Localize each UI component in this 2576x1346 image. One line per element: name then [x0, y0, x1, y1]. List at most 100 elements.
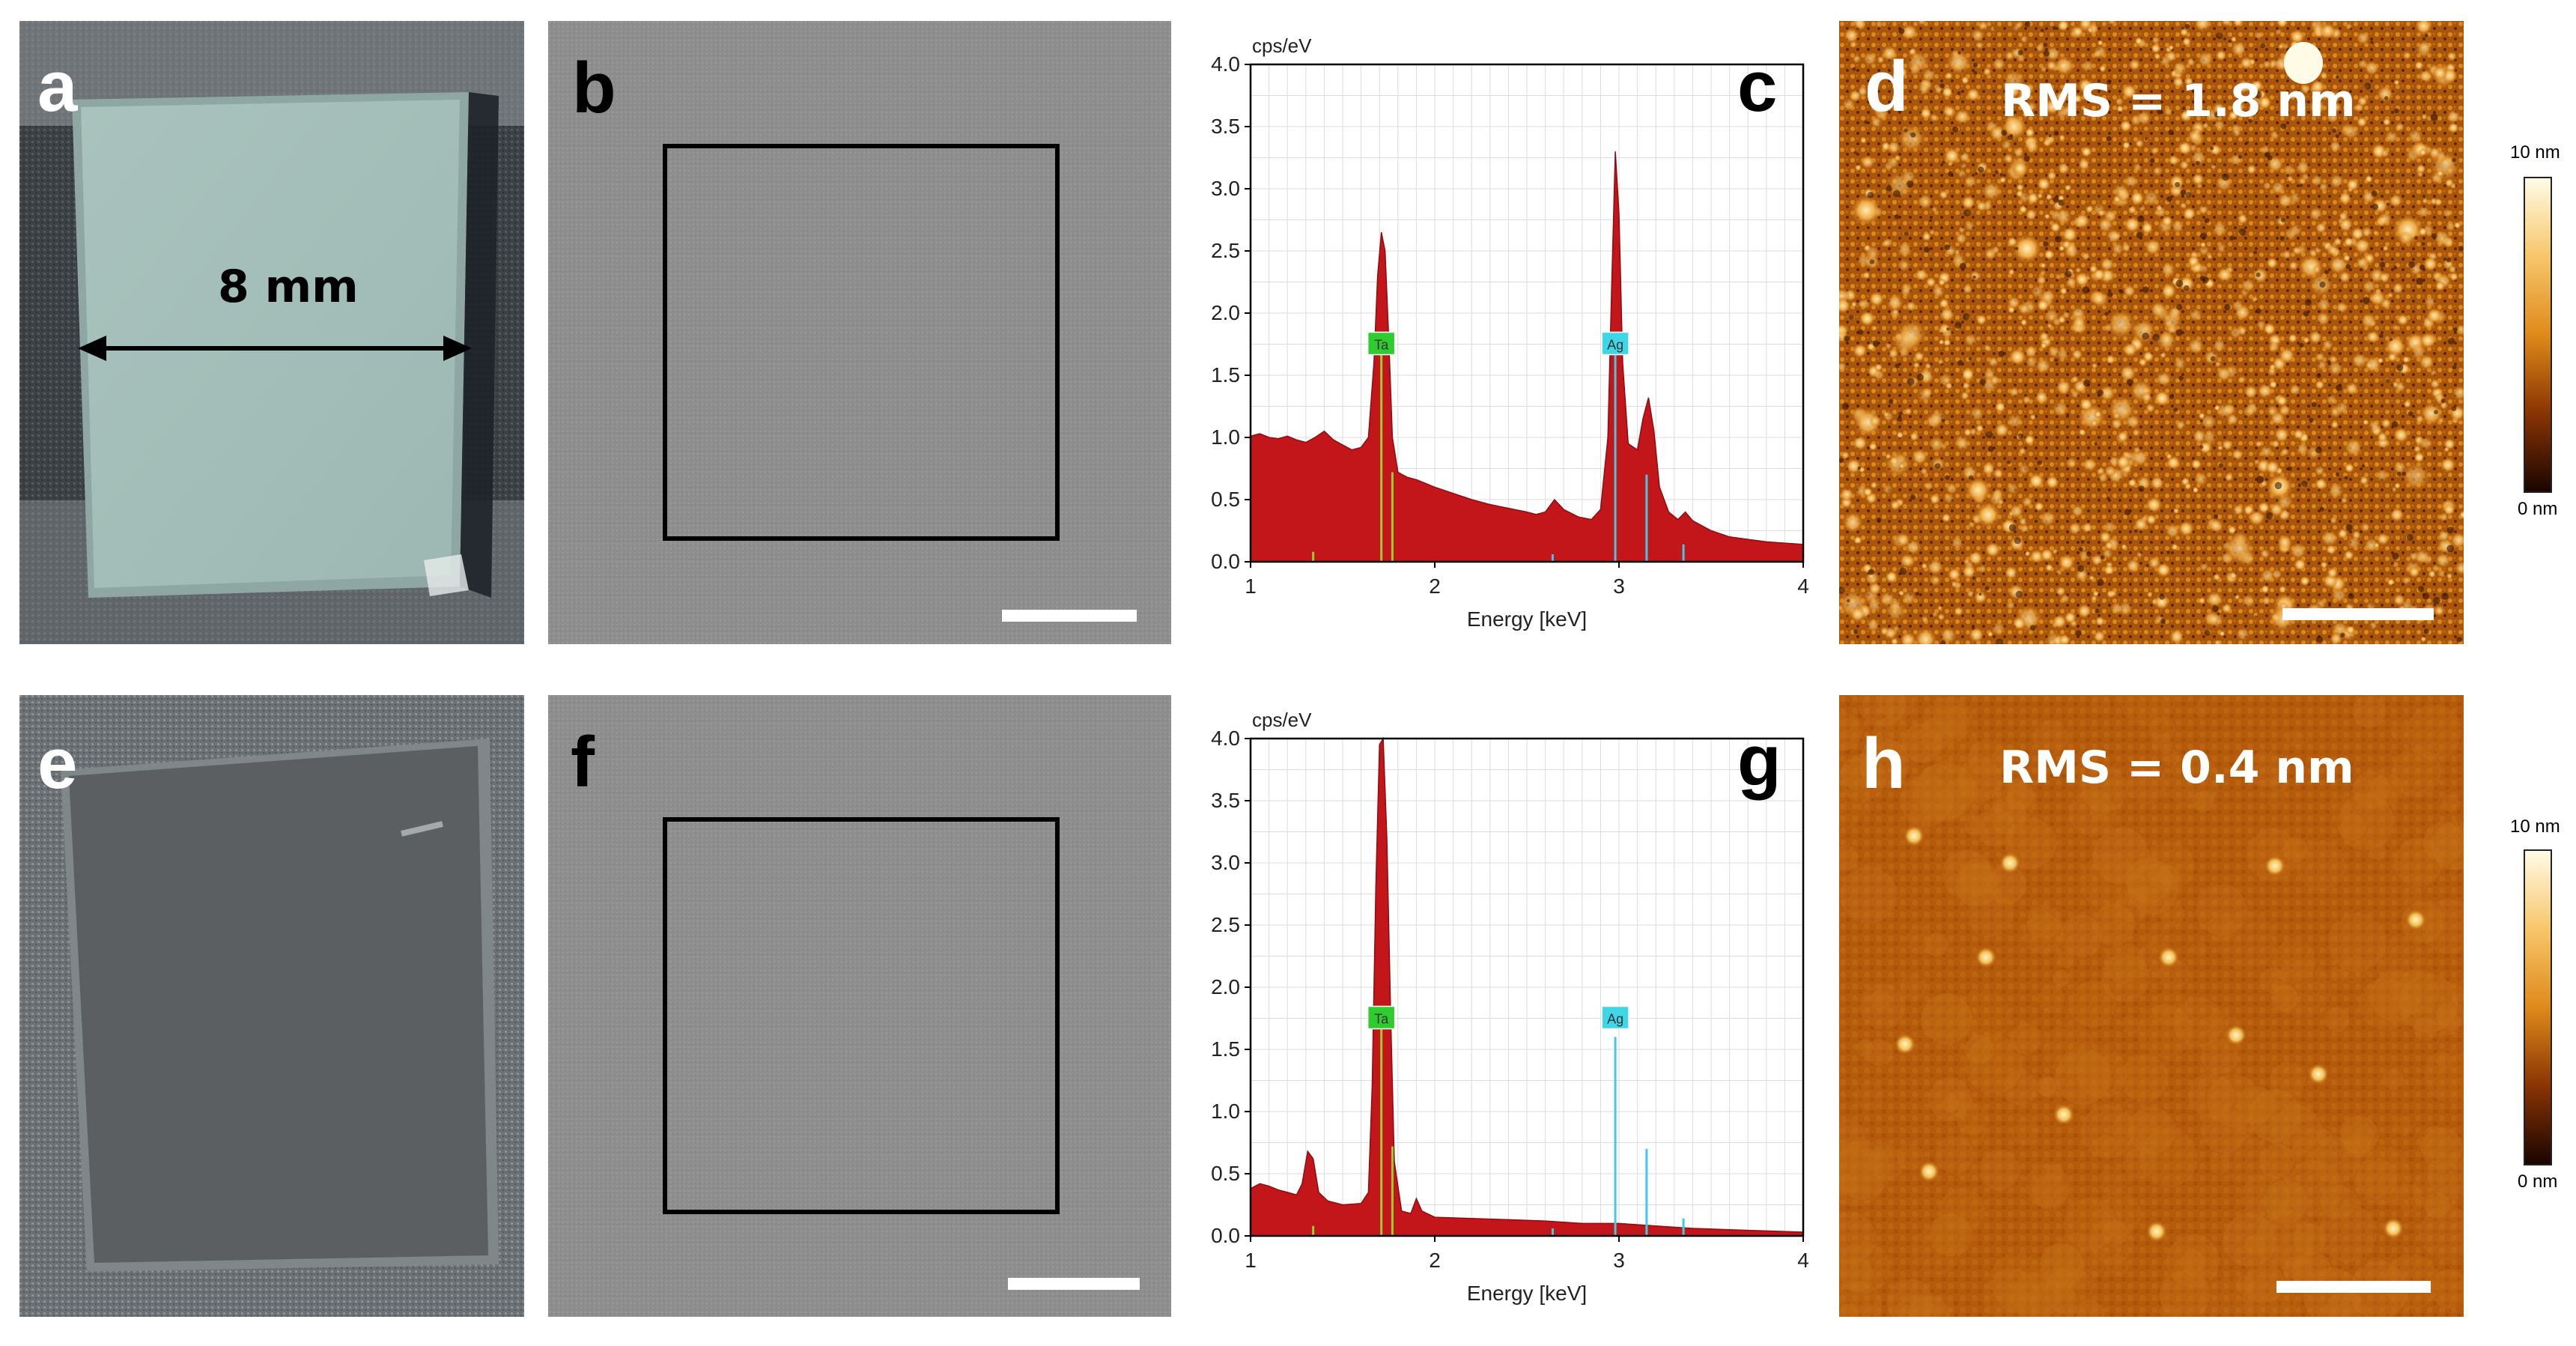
afm-texture — [1839, 712, 1862, 751]
afm-pit — [2029, 625, 2036, 631]
afm-pit — [2422, 592, 2430, 600]
afm-grain — [2393, 426, 2410, 443]
scale-bar-b — [1002, 610, 1137, 622]
afm-texture — [1859, 1302, 1880, 1317]
afm-texture — [2318, 1204, 2378, 1262]
afm-texture — [2105, 1253, 2129, 1277]
afm-grain — [2057, 162, 2071, 175]
afm-grain — [1845, 457, 1862, 475]
spectrum-area — [1250, 736, 1804, 1237]
afm-texture — [1976, 807, 2015, 847]
y-tick-label: 0.0 — [1211, 550, 1240, 573]
afm-texture — [1931, 724, 1980, 772]
afm-texture — [2023, 913, 2065, 955]
afm-grain — [2266, 404, 2279, 418]
afm-grain — [2221, 439, 2234, 451]
afm-grain — [2231, 448, 2244, 461]
afm-grain — [2131, 428, 2141, 437]
afm-pit — [2166, 551, 2171, 554]
afm-pit — [2094, 608, 2100, 613]
afm-grain — [2072, 94, 2083, 104]
afm-image-h — [1839, 695, 2464, 1317]
afm-grain — [2099, 256, 2115, 272]
afm-pit — [1985, 431, 1993, 439]
afm-grain — [2005, 600, 2016, 610]
afm-grain — [1994, 401, 2007, 413]
afm-pit — [2396, 471, 2402, 476]
afm-grain — [1984, 541, 2001, 559]
afm-grain — [1850, 21, 1868, 30]
afm-texture — [1955, 863, 1999, 906]
afm-pit — [1847, 598, 1850, 603]
afm-grain — [2029, 413, 2037, 421]
afm-grain — [2196, 50, 2214, 68]
afm-grain — [2007, 306, 2016, 314]
afm-pit — [2065, 270, 2072, 278]
afm-grain — [1943, 106, 1957, 119]
afm-grain — [2390, 486, 2397, 493]
afm-grain — [1859, 310, 1876, 327]
afm-grain — [1975, 501, 2002, 528]
afm-grain — [2022, 111, 2029, 118]
afm-grain — [1882, 483, 1894, 495]
afm-texture — [1947, 1091, 1974, 1118]
panel-label-b: b — [572, 48, 616, 128]
afm-grain — [2214, 404, 2221, 411]
afm-grain — [1938, 190, 1948, 200]
afm-texture — [1839, 754, 1886, 801]
afm-grain — [1981, 181, 2002, 202]
afm-grain — [2326, 89, 2342, 105]
afm-grain — [2454, 560, 2464, 576]
afm-pit — [2452, 157, 2456, 163]
afm-grain — [2417, 40, 2431, 55]
afm-grain — [2059, 286, 2068, 296]
sem-panel-f: f — [548, 695, 1171, 1317]
afm-pit — [1957, 51, 1961, 55]
afm-texture — [2273, 939, 2316, 983]
afm-grain — [2433, 229, 2452, 248]
y-tick-label: 2.0 — [1211, 301, 1240, 324]
afm-grain — [2178, 160, 2190, 171]
afm-pit — [2106, 79, 2112, 85]
afm-grain — [1969, 405, 1985, 422]
afm-grain — [2091, 291, 2109, 309]
afm-grain — [2175, 419, 2187, 431]
afm-grain — [1975, 314, 1987, 326]
afm-pit — [1972, 576, 1976, 580]
afm-grain — [2343, 236, 2354, 248]
afm-grain — [1913, 361, 1921, 369]
afm-texture — [1839, 1141, 1891, 1200]
afm-texture — [2044, 1023, 2095, 1075]
afm-texture — [2151, 733, 2173, 754]
afm-grain — [2253, 458, 2261, 465]
afm-pit — [1876, 518, 1882, 523]
afm-pit — [1868, 569, 1874, 575]
afm-pit — [2348, 592, 2354, 599]
afm-pit — [2327, 360, 2331, 364]
afm-grain — [2333, 237, 2342, 246]
afm-pit — [2394, 108, 2399, 114]
afm-grain — [1961, 563, 1977, 580]
afm-texture — [2047, 1164, 2064, 1181]
afm-grain — [1859, 136, 1868, 144]
afm-texture — [1868, 1145, 1905, 1180]
photo-panel-e: e — [19, 695, 524, 1317]
afm-pit — [1968, 475, 1973, 480]
afm-grain — [2039, 270, 2047, 276]
afm-grain — [2051, 613, 2068, 630]
afm-grain — [2360, 225, 2373, 238]
afm-grain — [1953, 606, 1964, 616]
afm-grain — [2391, 324, 2399, 332]
afm-grain — [1959, 151, 1971, 163]
afm-grain — [2071, 103, 2078, 111]
afm-grain — [2300, 83, 2312, 95]
afm-grain — [1895, 318, 1928, 351]
afm-grain — [2345, 22, 2353, 31]
afm-texture — [1907, 1295, 1950, 1317]
peak-tag-text: Ag — [1607, 1012, 1623, 1027]
afm-grain — [2149, 475, 2165, 491]
afm-texture — [2345, 1133, 2370, 1159]
afm-grain — [1897, 258, 1911, 273]
afm-grain — [2044, 46, 2062, 62]
afm-grain — [2328, 173, 2345, 190]
